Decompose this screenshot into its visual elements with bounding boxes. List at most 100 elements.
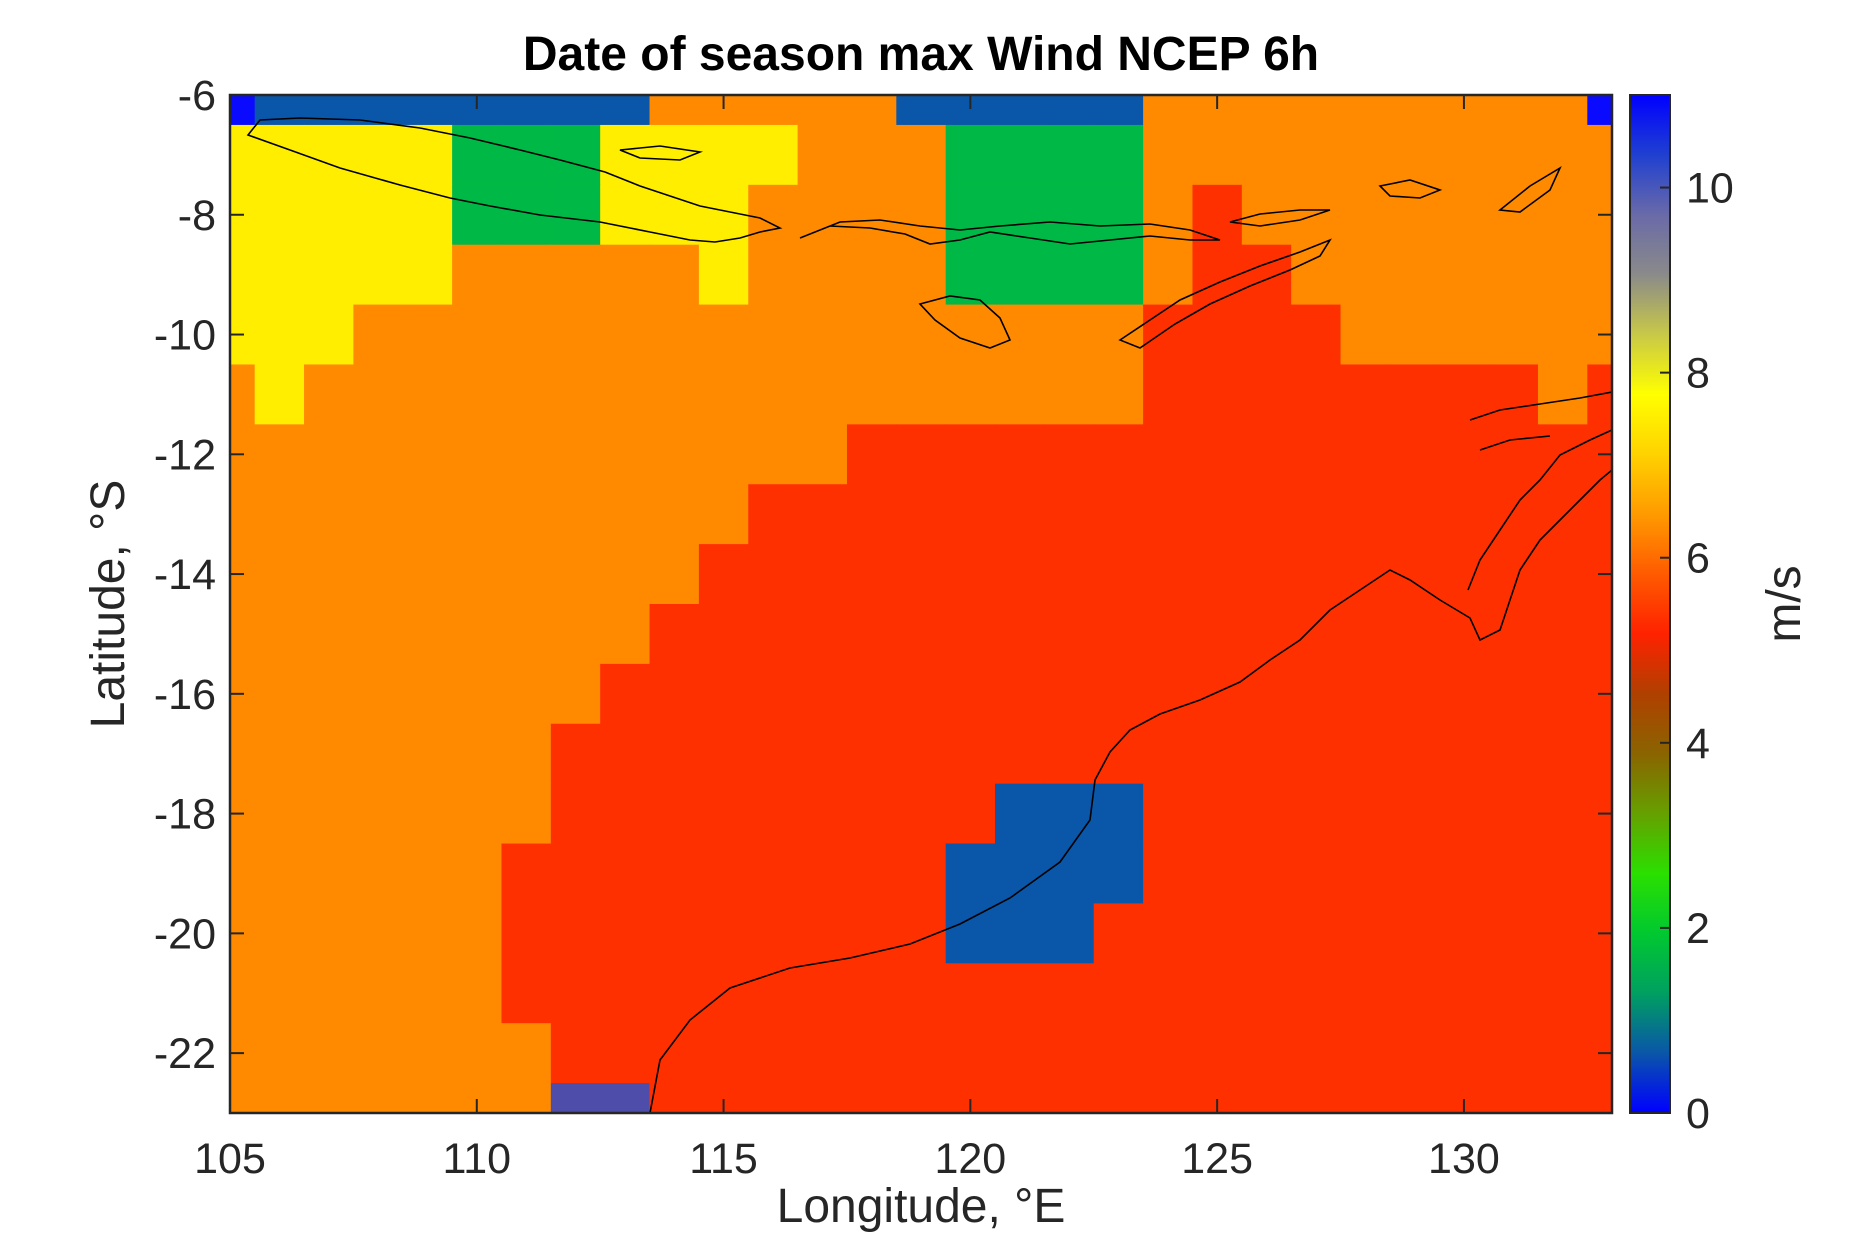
- heatmap-cell: [304, 963, 354, 1024]
- colorbar-tick-label: 10: [1686, 165, 1734, 213]
- heatmap-cell: [698, 304, 749, 366]
- heatmap-cell: [1537, 95, 1588, 126]
- heatmap-cell: [945, 304, 996, 366]
- heatmap-cell: [748, 364, 799, 425]
- heatmap-cell: [1389, 484, 1440, 545]
- heatmap-cell: [353, 184, 404, 246]
- colorbar-tick-label: 4: [1686, 720, 1710, 768]
- heatmap-cell: [649, 484, 700, 545]
- heatmap-cell: [846, 963, 897, 1024]
- heatmap-cell: [1241, 1083, 1292, 1113]
- heatmap-cell: [452, 304, 503, 366]
- heatmap-cell: [230, 963, 256, 1024]
- heatmap-cell: [649, 304, 700, 366]
- heatmap-cell: [353, 484, 404, 545]
- heatmap-cell: [353, 364, 404, 425]
- heatmap-cell: [254, 903, 305, 964]
- heatmap-cell: [600, 663, 651, 725]
- heatmap-cell: [1587, 843, 1612, 905]
- heatmap-cell: [1340, 484, 1391, 545]
- heatmap-cell: [649, 244, 700, 306]
- heatmap-cell: [1241, 95, 1292, 126]
- heatmap-cell: [945, 424, 996, 485]
- heatmap-cell: [353, 544, 404, 605]
- heatmap-cell: [1389, 903, 1440, 964]
- heatmap-cell: [1537, 1083, 1588, 1113]
- heatmap-cell: [304, 783, 354, 845]
- heatmap-cell: [1192, 424, 1243, 485]
- top-end-coastline: [1469, 391, 1612, 451]
- heatmap-cell: [600, 1083, 651, 1113]
- heatmap-cell: [797, 963, 848, 1024]
- heatmap-cell: [1241, 783, 1292, 845]
- heatmap-cell: [230, 364, 256, 425]
- heatmap-cell: [995, 843, 1045, 905]
- heatmap-cell: [1340, 364, 1391, 425]
- heatmap-cell: [1143, 963, 1194, 1024]
- heatmap-cell: [254, 663, 305, 725]
- heatmap-cell: [846, 903, 897, 964]
- heatmap-cell: [797, 544, 848, 605]
- heatmap-cell: [1143, 364, 1194, 425]
- heatmap-cell: [1439, 963, 1490, 1024]
- heatmap-cell: [896, 723, 947, 785]
- heatmap-cell: [748, 963, 799, 1024]
- heatmap-cell: [797, 604, 848, 665]
- heatmap-cell: [600, 424, 651, 485]
- heatmap-cell: [501, 963, 552, 1024]
- heatmap-cell: [1291, 663, 1342, 725]
- heatmap-cell: [452, 1023, 503, 1084]
- heatmap-cell: [698, 184, 749, 246]
- heatmap-cell: [1192, 963, 1243, 1024]
- heatmap-cell: [698, 124, 749, 186]
- y-tick-label: -18: [154, 791, 216, 839]
- heatmap-cell: [550, 783, 601, 845]
- heatmap-cell: [254, 95, 305, 126]
- heatmap-cell: [1291, 544, 1342, 605]
- heatmap-cell: [501, 1023, 552, 1084]
- heatmap-cell: [1192, 184, 1243, 246]
- heatmap-cell: [501, 364, 552, 425]
- heatmap-cell: [353, 723, 404, 785]
- heatmap-cell: [1340, 124, 1391, 186]
- heatmap-cell: [846, 244, 897, 306]
- heatmap-cell: [846, 663, 897, 725]
- heatmap-cell: [501, 244, 552, 306]
- heatmap-cell: [1143, 903, 1194, 964]
- heatmap-cell: [748, 1023, 799, 1084]
- heatmap-cell: [1439, 544, 1490, 605]
- heatmap-cell: [1587, 1083, 1612, 1113]
- heatmap-cell: [1439, 783, 1490, 845]
- heatmap-cell: [452, 124, 503, 186]
- heatmap-cell: [600, 304, 651, 366]
- coastline-outline: [246, 117, 1612, 1113]
- heatmap-cell: [945, 184, 996, 246]
- heatmap-cell: [748, 723, 799, 785]
- heatmap-cell: [1291, 1023, 1342, 1084]
- heatmap-cell: [995, 424, 1045, 485]
- heatmap-cell: [1291, 424, 1342, 485]
- heatmap-cell: [1488, 1083, 1539, 1113]
- heatmap-cell: [1587, 124, 1612, 186]
- heatmap-cell: [945, 364, 996, 425]
- timor-coastline: [1118, 238, 1332, 349]
- colorbar-tick-label: 2: [1686, 905, 1710, 953]
- heatmap-cell: [1340, 95, 1391, 126]
- heatmap-cell: [600, 963, 651, 1024]
- heatmap-cell: [501, 484, 552, 545]
- heatmap-cell: [402, 184, 453, 246]
- heatmap-cell: [846, 364, 897, 425]
- heatmap-cell: [896, 544, 947, 605]
- plot-area-frame: [228, 93, 1614, 1115]
- heatmap-cell: [1241, 124, 1292, 186]
- heatmap-cell: [1439, 1023, 1490, 1084]
- heatmap-cell: [1389, 604, 1440, 665]
- heatmap-cell: [995, 244, 1045, 306]
- sumba-coastline: [918, 295, 1012, 349]
- heatmap-cell: [896, 843, 947, 905]
- heatmap-cell: [896, 604, 947, 665]
- heatmap-cell: [995, 783, 1045, 845]
- heatmap-cell: [649, 1083, 700, 1113]
- heatmap-cell: [748, 95, 799, 126]
- arnhem-coastline: [1467, 429, 1612, 591]
